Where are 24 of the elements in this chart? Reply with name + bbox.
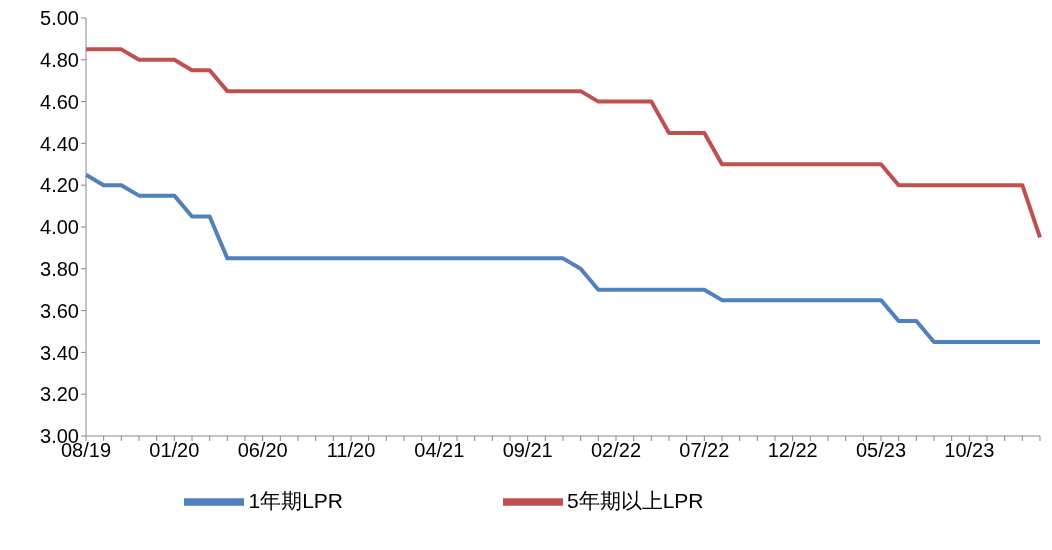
y-tick-label: 3.60 bbox=[40, 299, 79, 322]
legend-label: 1年期LPR bbox=[248, 488, 343, 512]
line-series bbox=[84, 47, 1042, 240]
x-tick-label: 10/23 bbox=[944, 439, 995, 462]
x-tick-label: 12/22 bbox=[767, 439, 818, 462]
y-tick-label: 4.80 bbox=[40, 48, 79, 71]
x-tick-label: 04/21 bbox=[414, 439, 465, 462]
x-tick-label: 06/20 bbox=[237, 439, 288, 462]
legend-label: 5年期以上LPR bbox=[567, 488, 704, 512]
y-tick-label: 3.40 bbox=[40, 341, 79, 364]
y-tick-label: 4.20 bbox=[40, 174, 79, 197]
y-tick-label: 3.80 bbox=[40, 257, 79, 280]
x-tick-label: 02/22 bbox=[590, 439, 642, 462]
y-tick-label: 3.20 bbox=[40, 383, 79, 406]
x-tick-label: 01/20 bbox=[149, 439, 200, 462]
x-tick-label: 05/23 bbox=[855, 439, 907, 462]
y-tick-label: 5.00 bbox=[40, 7, 79, 30]
x-tick-label: 09/21 bbox=[502, 439, 553, 462]
line-series bbox=[84, 172, 1042, 344]
x-tick-label: 11/20 bbox=[326, 439, 376, 462]
y-tick-label: 4.40 bbox=[40, 132, 79, 155]
y-tick-label: 4.00 bbox=[40, 216, 79, 239]
x-tick-label: 07/22 bbox=[679, 439, 730, 462]
y-tick-label: 4.60 bbox=[40, 90, 79, 113]
